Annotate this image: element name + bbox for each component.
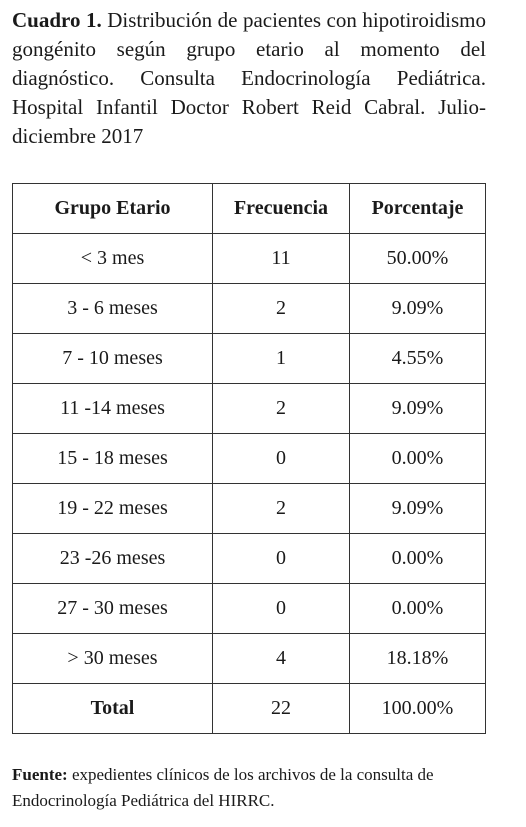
footer-label: Fuente: bbox=[12, 765, 68, 784]
header-cell: Grupo Etario bbox=[12, 183, 213, 234]
table: Grupo Etario Frecuencia Porcentaje < 3 mes 1… bbox=[12, 183, 486, 734]
table-cell: 9.09% bbox=[349, 283, 486, 334]
total-row: Total 22 100.00% bbox=[12, 683, 486, 734]
table-cell: 7 - 10 meses bbox=[12, 333, 213, 384]
table-row: > 30 meses 4 18.18% bbox=[12, 633, 486, 684]
table-cell: 0.00% bbox=[349, 533, 486, 584]
table-cell: 15 - 18 meses bbox=[12, 433, 213, 484]
footer-text: expedientes clínicos de los archivos de … bbox=[12, 765, 434, 810]
footer: Fuente: expedientes clínicos de los arch… bbox=[12, 762, 492, 814]
table-cell: 0 bbox=[212, 433, 350, 484]
table-cell: 27 - 30 meses bbox=[12, 583, 213, 634]
caption-text: Distribución de pacientes con hipotiroid… bbox=[12, 8, 487, 148]
table-cell: 0.00% bbox=[349, 583, 486, 634]
table-cell: 3 - 6 meses bbox=[12, 283, 213, 334]
caption-label: Cuadro 1. bbox=[12, 8, 102, 32]
caption: Cuadro 1. Distribución de pacientes con … bbox=[12, 6, 486, 151]
table-cell: 11 -14 meses bbox=[12, 383, 213, 434]
table-row: < 3 mes 11 50.00% bbox=[12, 233, 486, 284]
total-cell: 22 bbox=[212, 683, 350, 734]
table-cell: 2 bbox=[212, 283, 350, 334]
table-cell: 11 bbox=[212, 233, 350, 284]
table-cell: 0.00% bbox=[349, 433, 486, 484]
table-cell: 9.09% bbox=[349, 483, 486, 534]
table-cell: 4 bbox=[212, 633, 350, 684]
table-cell: 19 - 22 meses bbox=[12, 483, 213, 534]
table-cell: 23 -26 meses bbox=[12, 533, 213, 584]
header-row: Grupo Etario Frecuencia Porcentaje bbox=[12, 183, 486, 234]
table-cell: 2 bbox=[212, 383, 350, 434]
table-row: 11 -14 meses 2 9.09% bbox=[12, 383, 486, 434]
table-cell: 4.55% bbox=[349, 333, 486, 384]
table-cell: 0 bbox=[212, 533, 350, 584]
table-cell: 1 bbox=[212, 333, 350, 384]
header-cell: Frecuencia bbox=[212, 183, 350, 234]
table-row: 27 - 30 meses 0 0.00% bbox=[12, 583, 486, 634]
table-row: 23 -26 meses 0 0.00% bbox=[12, 533, 486, 584]
total-cell: Total bbox=[12, 683, 213, 734]
table-cell: 50.00% bbox=[349, 233, 486, 284]
table-cell: 0 bbox=[212, 583, 350, 634]
table-cell: 18.18% bbox=[349, 633, 486, 684]
table-row: 19 - 22 meses 2 9.09% bbox=[12, 483, 486, 534]
table-cell: 2 bbox=[212, 483, 350, 534]
table-row: 15 - 18 meses 0 0.00% bbox=[12, 433, 486, 484]
table-row: 7 - 10 meses 1 4.55% bbox=[12, 333, 486, 384]
table-cell: 9.09% bbox=[349, 383, 486, 434]
table-row: 3 - 6 meses 2 9.09% bbox=[12, 283, 486, 334]
table-cell: < 3 mes bbox=[12, 233, 213, 284]
total-cell: 100.00% bbox=[349, 683, 486, 734]
table-cell: > 30 meses bbox=[12, 633, 213, 684]
header-cell: Porcentaje bbox=[349, 183, 486, 234]
